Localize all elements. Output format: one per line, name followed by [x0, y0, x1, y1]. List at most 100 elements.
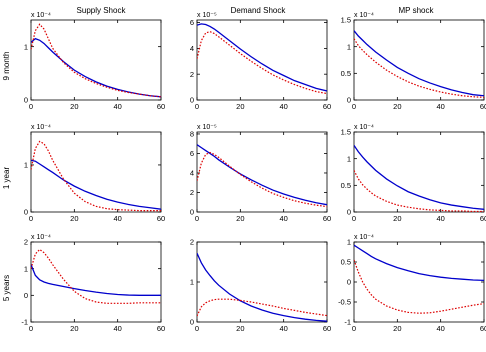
x-tick-label: 20	[393, 324, 401, 333]
y-scale-label: x 10⁻⁴	[31, 234, 51, 241]
y-tick-label: 0	[24, 208, 28, 217]
column-title-supply: Supply Shock	[77, 6, 127, 15]
y-tick-label: 2	[24, 238, 28, 247]
x-tick-label: 20	[236, 102, 244, 111]
panel-r0-c2: 0 20 40 60 0 0.5 1 1.5x 10⁻⁴	[341, 12, 486, 111]
x-tick-label: 60	[480, 324, 486, 333]
series-line-solid	[31, 159, 161, 210]
y-tick-label: 1	[347, 154, 351, 163]
panel-r2-c1: 0 20 40 60 0 1 2	[190, 238, 331, 333]
panel-r1-c2: 0 20 40 60 0 0.5 1 1.5x 10⁻⁴	[341, 124, 486, 223]
y-tick-label: 1	[24, 264, 28, 273]
x-tick-label: 40	[279, 102, 287, 111]
y-tick-label: 0	[347, 208, 351, 217]
y-tick-label: -0.5	[338, 298, 351, 307]
row-label-9-month: 9 month	[2, 52, 11, 81]
y-scale-label: x 10⁻⁴	[31, 12, 51, 19]
y-tick-label: 1	[190, 278, 194, 287]
series-line-solid	[31, 264, 161, 296]
column-title-demand: Demand Shock	[231, 6, 287, 15]
series-line-dotted	[197, 151, 327, 208]
axes-box	[30, 131, 162, 213]
y-tick-label: -1	[21, 318, 28, 327]
y-tick-label: 0.5	[341, 69, 351, 78]
x-tick-label: 60	[480, 102, 486, 111]
x-tick-label: 20	[70, 214, 78, 223]
x-tick-label: 40	[113, 324, 121, 333]
axes-box	[30, 19, 162, 101]
x-tick-label: 0	[352, 324, 356, 333]
x-tick-label: 60	[323, 214, 331, 223]
x-tick-label: 60	[480, 214, 486, 223]
x-tick-label: 20	[393, 214, 401, 223]
y-scale-label: x 10⁻⁴	[354, 12, 374, 19]
y-tick-label: 4	[190, 169, 194, 178]
y-tick-label: 0	[347, 96, 351, 105]
x-tick-label: 40	[113, 102, 121, 111]
x-tick-label: 0	[195, 102, 199, 111]
y-tick-label: 0	[190, 96, 194, 105]
y-tick-label: -1	[344, 318, 351, 327]
y-scale-label: x 10⁻⁴	[354, 234, 374, 241]
x-tick-label: 0	[29, 214, 33, 223]
x-tick-label: 0	[352, 102, 356, 111]
y-tick-label: 0	[24, 96, 28, 105]
x-tick-label: 20	[70, 102, 78, 111]
axes-box	[30, 241, 162, 323]
y-tick-label: 0.5	[341, 181, 351, 190]
y-tick-label: 0	[190, 318, 194, 327]
series-line-dotted	[31, 140, 161, 212]
axes-box	[196, 19, 328, 101]
x-tick-label: 60	[157, 324, 165, 333]
series-line-solid	[197, 23, 327, 92]
y-tick-label: 1.5	[341, 16, 351, 25]
x-tick-label: 20	[236, 324, 244, 333]
panel-r1-c0: 0 20 40 60 0 1 x 10⁻⁴	[24, 124, 165, 223]
x-tick-label: 60	[157, 214, 165, 223]
series-line-solid	[354, 244, 484, 282]
series-line-dotted	[197, 298, 327, 317]
panel-r0-c0: 0 20 40 60 0 1 x 10⁻⁴	[24, 12, 165, 111]
axes-box	[353, 19, 485, 101]
x-tick-label: 0	[352, 214, 356, 223]
series-line-dotted	[354, 170, 484, 212]
series-line-solid	[197, 252, 327, 322]
series-line-dotted	[354, 259, 484, 314]
series-line-solid	[31, 37, 161, 98]
series-line-dotted	[354, 38, 484, 98]
x-tick-label: 0	[195, 214, 199, 223]
y-tick-label: 6	[190, 149, 194, 158]
y-tick-label: 0	[24, 291, 28, 300]
column-title-mp: MP shock	[399, 6, 435, 15]
y-tick-label: 1	[347, 42, 351, 51]
x-tick-label: 40	[279, 324, 287, 333]
y-tick-label: 8	[190, 130, 194, 139]
series-line-dotted	[31, 23, 161, 98]
x-tick-label: 40	[436, 324, 444, 333]
x-tick-label: 40	[279, 214, 287, 223]
y-tick-label: 2	[190, 188, 194, 197]
y-scale-label: x 10⁻⁵	[197, 124, 217, 131]
y-tick-label: 0	[190, 208, 194, 217]
axes-box	[353, 131, 485, 213]
x-tick-label: 60	[323, 102, 331, 111]
series-line-solid	[197, 144, 327, 206]
y-tick-label: 0	[347, 278, 351, 287]
axes-box	[196, 131, 328, 213]
series-line-dotted	[31, 248, 161, 304]
x-tick-label: 0	[29, 324, 33, 333]
x-tick-label: 60	[157, 102, 165, 111]
x-tick-label: 20	[393, 102, 401, 111]
panel-r0-c1: 0 20 40 60 0 2 4 6x 10⁻⁵	[190, 12, 331, 111]
y-tick-label: 2	[190, 238, 194, 247]
panel-r2-c2: 0 20 40 60 -1 -0.5 0 0.5 1x 10⁻⁴	[338, 234, 486, 333]
y-tick-label: 4	[190, 44, 194, 53]
series-line-dotted	[197, 30, 327, 95]
series-line-solid	[354, 144, 484, 210]
y-tick-label: 6	[190, 18, 194, 27]
y-tick-label: 0.5	[341, 258, 351, 267]
y-tick-label: 1	[347, 238, 351, 247]
x-tick-label: 0	[29, 102, 33, 111]
x-tick-label: 40	[436, 102, 444, 111]
